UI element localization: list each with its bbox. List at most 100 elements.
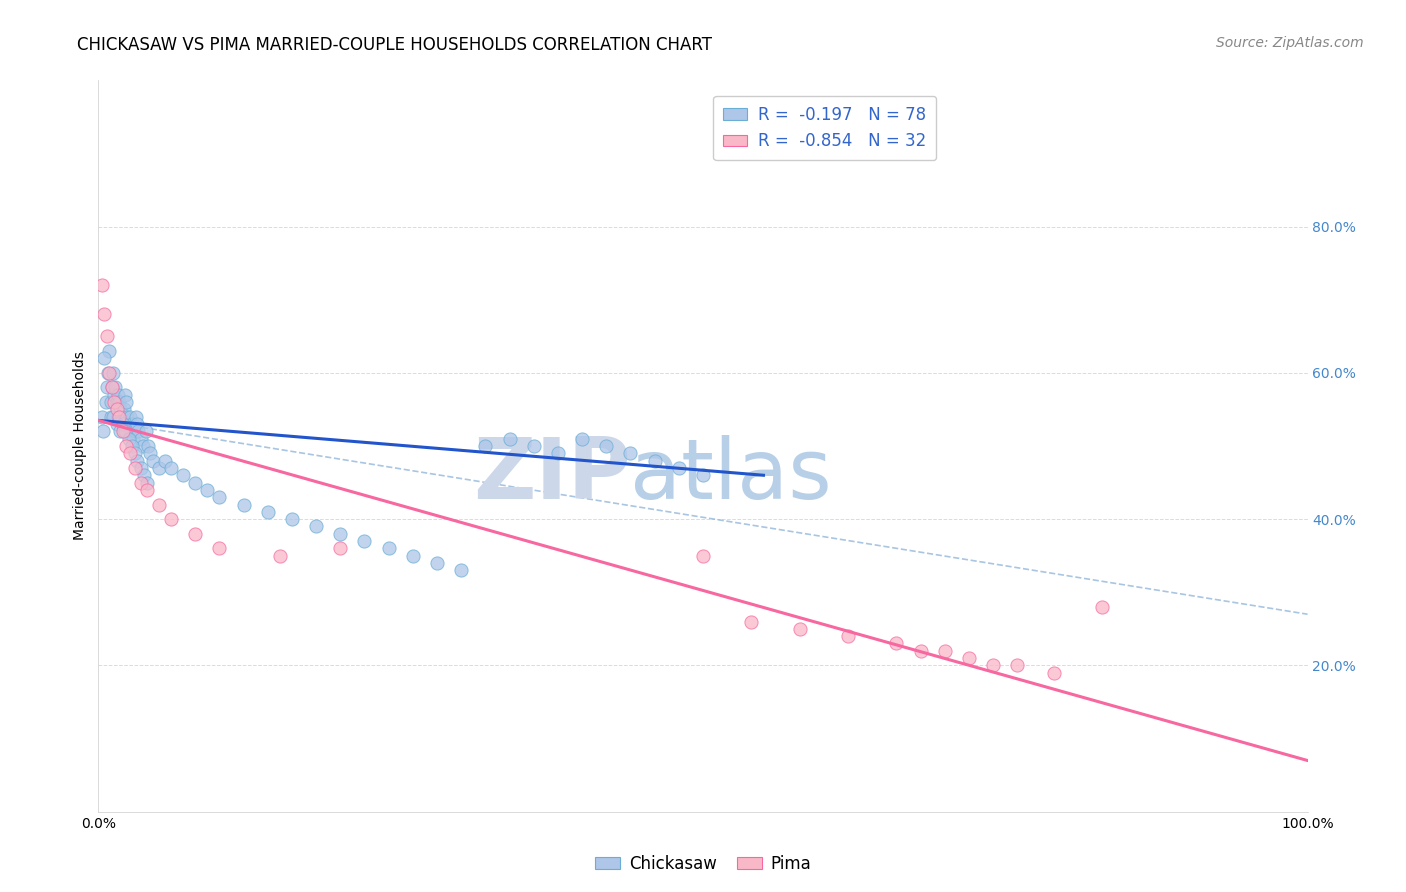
Point xyxy=(571,432,593,446)
Point xyxy=(886,636,908,650)
Point xyxy=(692,549,714,563)
Point xyxy=(256,505,278,519)
Point xyxy=(94,395,117,409)
Point xyxy=(101,409,124,424)
Point xyxy=(118,417,141,431)
Point xyxy=(129,475,152,490)
Point xyxy=(498,432,520,446)
Point xyxy=(124,461,146,475)
Point xyxy=(91,425,114,439)
Text: ZIP: ZIP xyxy=(472,434,630,516)
Point xyxy=(547,446,569,460)
Point xyxy=(127,453,149,467)
Point xyxy=(153,453,176,467)
Point xyxy=(114,425,136,439)
Point xyxy=(160,512,183,526)
Point xyxy=(104,380,127,394)
Point xyxy=(118,432,141,446)
Point xyxy=(208,490,231,504)
Point xyxy=(474,439,496,453)
Legend: Chickasaw, Pima: Chickasaw, Pima xyxy=(589,848,817,880)
Point xyxy=(91,409,114,424)
Point xyxy=(110,409,132,424)
Point xyxy=(129,432,152,446)
Point xyxy=(100,380,122,394)
Point xyxy=(105,417,128,431)
Point xyxy=(111,425,134,439)
Point xyxy=(91,278,114,293)
Point xyxy=(127,417,149,431)
Point xyxy=(124,425,146,439)
Point xyxy=(121,439,143,453)
Point xyxy=(107,409,129,424)
Point xyxy=(934,644,956,658)
Point xyxy=(981,658,1004,673)
Point xyxy=(135,475,157,490)
Point xyxy=(1007,658,1029,673)
Point xyxy=(108,425,131,439)
Point xyxy=(122,432,145,446)
Text: atlas: atlas xyxy=(630,434,832,516)
Point xyxy=(96,329,118,343)
Text: CHICKASAW VS PIMA MARRIED-COUPLE HOUSEHOLDS CORRELATION CHART: CHICKASAW VS PIMA MARRIED-COUPLE HOUSEHO… xyxy=(77,36,713,54)
Point xyxy=(121,417,143,431)
Point xyxy=(269,549,291,563)
Point xyxy=(112,402,135,417)
Point xyxy=(114,388,136,402)
Point xyxy=(208,541,231,556)
Point xyxy=(142,453,165,467)
Point xyxy=(129,461,152,475)
Point xyxy=(740,615,762,629)
Point xyxy=(619,446,641,460)
Point xyxy=(523,439,546,453)
Text: Source: ZipAtlas.com: Source: ZipAtlas.com xyxy=(1216,36,1364,50)
Point xyxy=(132,439,155,453)
Point xyxy=(124,446,146,460)
Point xyxy=(115,439,138,453)
Point xyxy=(108,409,131,424)
Point xyxy=(98,366,121,380)
Legend: R =  -0.197   N = 78, R =  -0.854   N = 32: R = -0.197 N = 78, R = -0.854 N = 32 xyxy=(713,96,936,161)
Point xyxy=(100,380,122,394)
Point xyxy=(97,366,120,380)
Point xyxy=(1042,665,1064,680)
Point xyxy=(108,402,131,417)
Point xyxy=(118,409,141,424)
Point xyxy=(426,556,449,570)
Point xyxy=(668,461,690,475)
Point xyxy=(118,446,141,460)
Point xyxy=(644,453,666,467)
Point xyxy=(125,409,148,424)
Point xyxy=(136,439,159,453)
Point xyxy=(127,425,149,439)
Point xyxy=(353,534,375,549)
Point xyxy=(184,475,207,490)
Point xyxy=(148,498,170,512)
Point xyxy=(837,629,859,643)
Point xyxy=(103,395,125,409)
Point xyxy=(377,541,399,556)
Point xyxy=(101,366,124,380)
Point xyxy=(108,395,131,409)
Point xyxy=(281,512,304,526)
Point xyxy=(232,498,254,512)
Point xyxy=(402,549,425,563)
Point xyxy=(910,644,932,658)
Point xyxy=(111,417,134,431)
Point xyxy=(135,483,157,497)
Point xyxy=(160,461,183,475)
Point xyxy=(120,425,142,439)
Point xyxy=(117,409,139,424)
Point xyxy=(100,409,122,424)
Point xyxy=(305,519,328,533)
Point xyxy=(105,395,128,409)
Point xyxy=(115,395,138,409)
Point xyxy=(103,388,125,402)
Point xyxy=(107,388,129,402)
Point xyxy=(93,351,115,366)
Point xyxy=(98,343,121,358)
Point xyxy=(135,425,157,439)
Point xyxy=(172,468,194,483)
Point xyxy=(96,380,118,394)
Point xyxy=(789,622,811,636)
